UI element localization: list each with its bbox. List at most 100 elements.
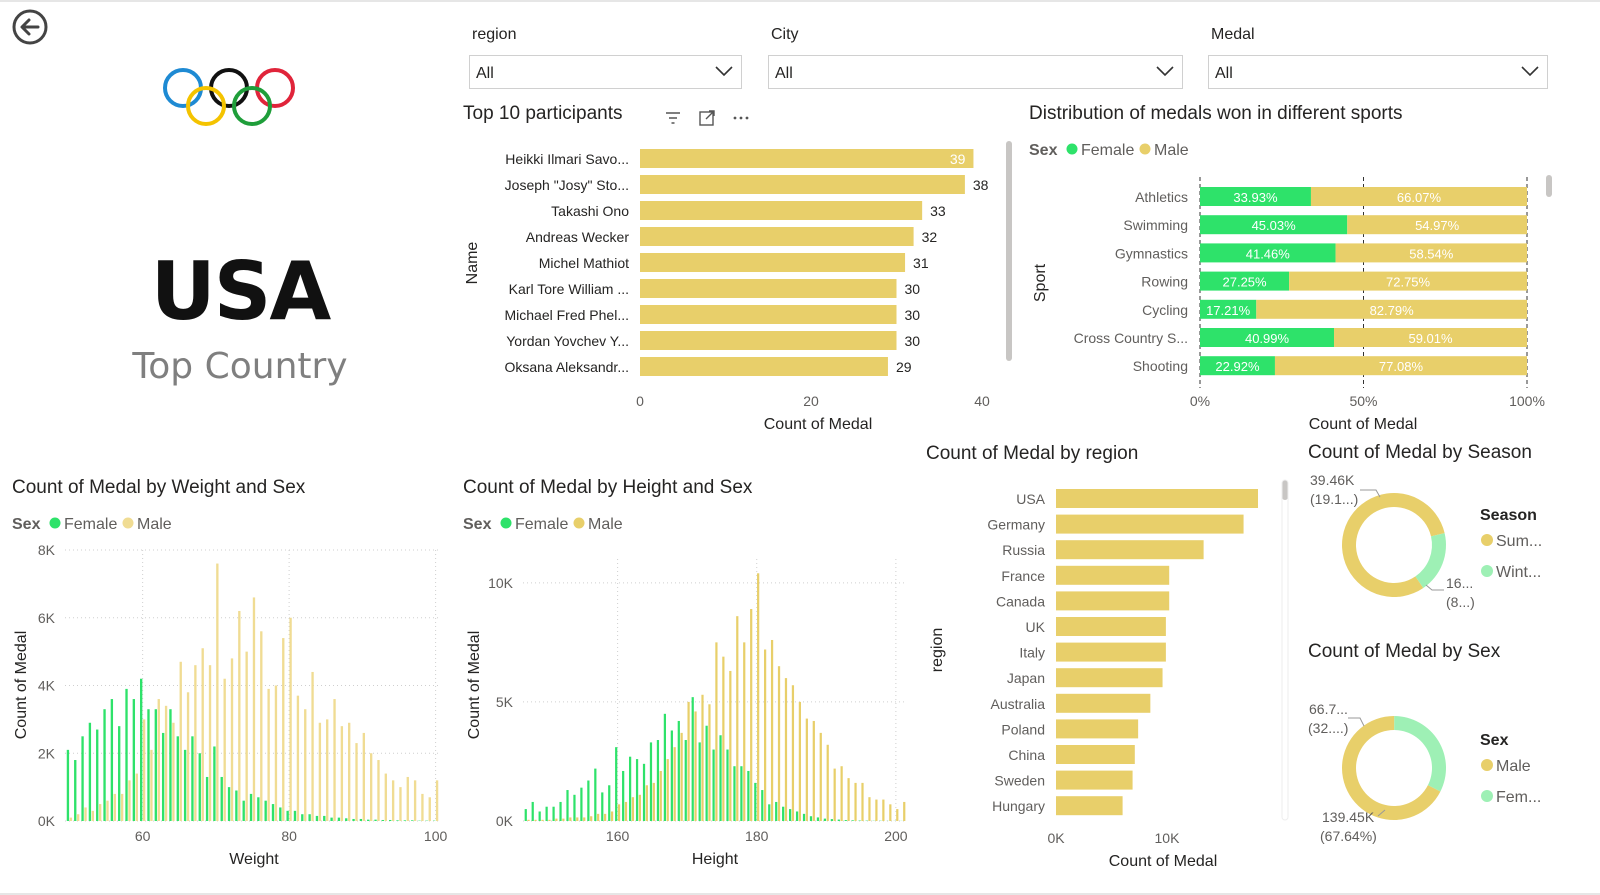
height-bar-male[interactable] [736, 616, 739, 821]
height-bar-female[interactable] [663, 713, 667, 821]
weight-bar-female[interactable] [191, 736, 194, 821]
weight-bar-male[interactable] [128, 780, 131, 821]
region-bar[interactable] [1056, 745, 1135, 764]
height-bar-male[interactable] [847, 778, 850, 821]
weight-bar-male[interactable] [252, 597, 256, 821]
weight-bar-male[interactable] [223, 678, 226, 821]
height-bar-female[interactable] [594, 768, 597, 821]
weight-bar-female[interactable] [337, 817, 341, 821]
top10-bar[interactable] [640, 357, 888, 376]
top10-bar[interactable] [640, 305, 897, 324]
height-bar-male[interactable] [770, 639, 774, 821]
height-bar-female[interactable] [559, 801, 562, 821]
top10-bar[interactable] [640, 279, 897, 298]
height-bar-male[interactable] [805, 718, 808, 821]
height-bar-male[interactable] [645, 785, 648, 821]
height-bar-male[interactable] [569, 817, 572, 821]
height-bar-female[interactable] [837, 819, 840, 821]
weight-bar-female[interactable] [132, 699, 136, 821]
city-slicer-dropdown[interactable]: All [768, 55, 1183, 89]
weight-bar-female[interactable] [88, 722, 92, 821]
weight-bar-female[interactable] [381, 819, 385, 821]
region-bar[interactable] [1056, 796, 1123, 816]
sports-bar-male[interactable] [1289, 271, 1527, 291]
weight-bar-male[interactable] [362, 732, 366, 821]
height-bar-male[interactable] [722, 656, 725, 821]
region-scrollbar-thumb[interactable] [1282, 480, 1288, 500]
height-bar-female[interactable] [726, 749, 729, 821]
height-bar-male[interactable] [812, 720, 815, 821]
sports-bar-female[interactable] [1200, 187, 1311, 206]
weight-bar-female[interactable] [110, 699, 114, 821]
height-bar-female[interactable] [754, 782, 757, 821]
weight-bar-female[interactable] [220, 776, 223, 821]
height-bar-male[interactable] [638, 794, 642, 821]
height-bar-male[interactable] [882, 799, 885, 821]
weight-bar-male[interactable] [69, 817, 73, 821]
height-bar-male[interactable] [603, 813, 607, 821]
height-bar-female[interactable] [795, 811, 799, 821]
weight-bar-female[interactable] [66, 749, 70, 821]
height-bar-male[interactable] [610, 811, 614, 821]
region-bar[interactable] [1056, 617, 1166, 636]
weight-bar-female[interactable] [330, 817, 333, 821]
height-sex-chart[interactable]: Sex Female Male 0K 5K 10K 160 180 200 Count o… [455, 505, 920, 890]
region-bar[interactable] [1056, 668, 1163, 688]
top10-bar[interactable] [640, 331, 897, 350]
height-bar-male[interactable] [729, 670, 732, 821]
weight-bar-male[interactable] [238, 610, 241, 821]
top10-participants-chart[interactable]: Heikki Ilmari Savo... 39 Joseph "Josy" Sto… [455, 135, 1020, 440]
height-bar-female[interactable] [622, 770, 625, 821]
sports-bar-female[interactable] [1200, 299, 1257, 319]
weight-bar-female[interactable] [96, 729, 99, 821]
height-bar-male[interactable] [701, 694, 704, 821]
height-bar-male[interactable] [597, 813, 600, 821]
height-bar-male[interactable] [631, 797, 635, 821]
height-bar-male[interactable] [743, 642, 746, 821]
height-bar-female[interactable] [782, 806, 785, 821]
height-bar-male[interactable] [784, 678, 788, 821]
height-bar-female[interactable] [823, 818, 827, 821]
weight-bar-female[interactable] [169, 709, 172, 821]
weight-bar-male[interactable] [142, 719, 146, 821]
region-bar[interactable] [1056, 540, 1204, 560]
weight-bar-male[interactable] [399, 787, 402, 821]
weight-bar-male[interactable] [194, 665, 197, 821]
weight-bar-female[interactable] [293, 810, 297, 821]
height-bar-male[interactable] [903, 801, 906, 821]
height-bar-male[interactable] [763, 649, 767, 821]
height-bar-male[interactable] [708, 704, 711, 821]
height-bar-female[interactable] [615, 747, 618, 821]
height-bar-female[interactable] [538, 811, 541, 821]
weight-bar-male[interactable] [135, 773, 138, 821]
top10-bar[interactable] [640, 175, 965, 194]
height-bar-female[interactable] [733, 766, 736, 821]
sports-bar-male[interactable] [1347, 215, 1527, 235]
weight-bar-male[interactable] [172, 722, 175, 821]
weight-bar-male[interactable] [106, 800, 109, 821]
height-bar-male[interactable] [889, 804, 892, 821]
height-bar-female[interactable] [761, 790, 764, 821]
height-bar-female[interactable] [705, 725, 708, 821]
weight-bar-female[interactable] [257, 797, 260, 821]
weight-bar-female[interactable] [227, 787, 231, 821]
height-bar-female[interactable] [642, 763, 646, 821]
height-bar-male[interactable] [750, 609, 753, 821]
height-bar-female[interactable] [573, 794, 576, 821]
weight-bar-male[interactable] [77, 814, 80, 821]
weight-bar-male[interactable] [230, 658, 234, 821]
weight-bar-female[interactable] [279, 807, 282, 821]
height-bar-male[interactable] [624, 801, 628, 821]
sports-bar-male[interactable] [1334, 328, 1527, 347]
weight-bar-female[interactable] [235, 790, 238, 821]
height-bar-male[interactable] [868, 797, 871, 821]
height-bar-male[interactable] [694, 711, 697, 821]
weight-bar-female[interactable] [389, 819, 392, 821]
weight-bar-female[interactable] [74, 760, 77, 821]
weight-bar-male[interactable] [98, 804, 102, 821]
weight-bar-male[interactable] [120, 793, 124, 821]
weight-bar-male[interactable] [157, 699, 160, 821]
region-scrollbar-track[interactable] [1281, 479, 1289, 821]
weight-bar-male[interactable] [340, 726, 344, 821]
height-bar-female[interactable] [698, 742, 701, 821]
